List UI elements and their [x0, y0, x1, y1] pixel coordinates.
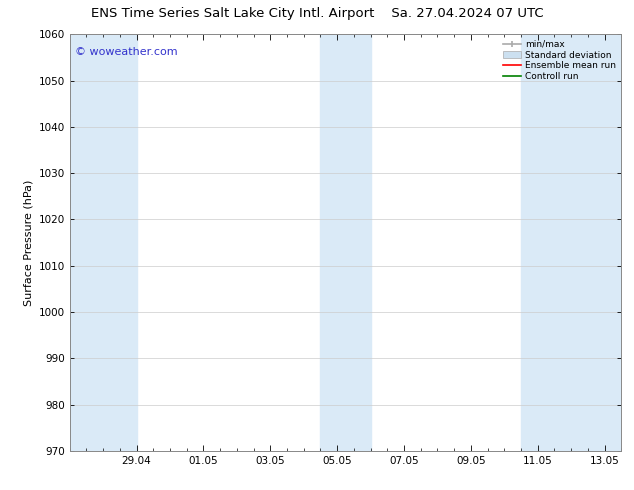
Text: © woweather.com: © woweather.com — [75, 47, 178, 57]
Bar — [521, 34, 621, 451]
Bar — [70, 34, 136, 451]
Text: ENS Time Series Salt Lake City Intl. Airport    Sa. 27.04.2024 07 UTC: ENS Time Series Salt Lake City Intl. Air… — [91, 7, 543, 21]
Bar — [320, 34, 371, 451]
Legend: min/max, Standard deviation, Ensemble mean run, Controll run: min/max, Standard deviation, Ensemble me… — [500, 36, 619, 85]
Y-axis label: Surface Pressure (hPa): Surface Pressure (hPa) — [23, 179, 33, 306]
